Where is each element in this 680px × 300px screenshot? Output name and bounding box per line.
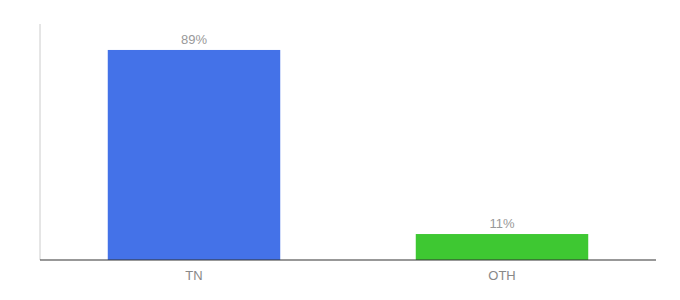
y-axis-line (40, 24, 41, 260)
bar (416, 234, 588, 260)
data-label: 89% (181, 32, 207, 47)
x-tick-label: OTH (488, 268, 515, 283)
x-tick-label: TN (185, 268, 202, 283)
bars (108, 50, 588, 260)
x-axis-line (40, 259, 656, 260)
chart-svg: 89% 11% TN OTH (0, 0, 680, 300)
data-label: 11% (489, 216, 514, 231)
bar (108, 50, 280, 260)
chart-container: 89% 11% TN OTH (0, 0, 680, 300)
